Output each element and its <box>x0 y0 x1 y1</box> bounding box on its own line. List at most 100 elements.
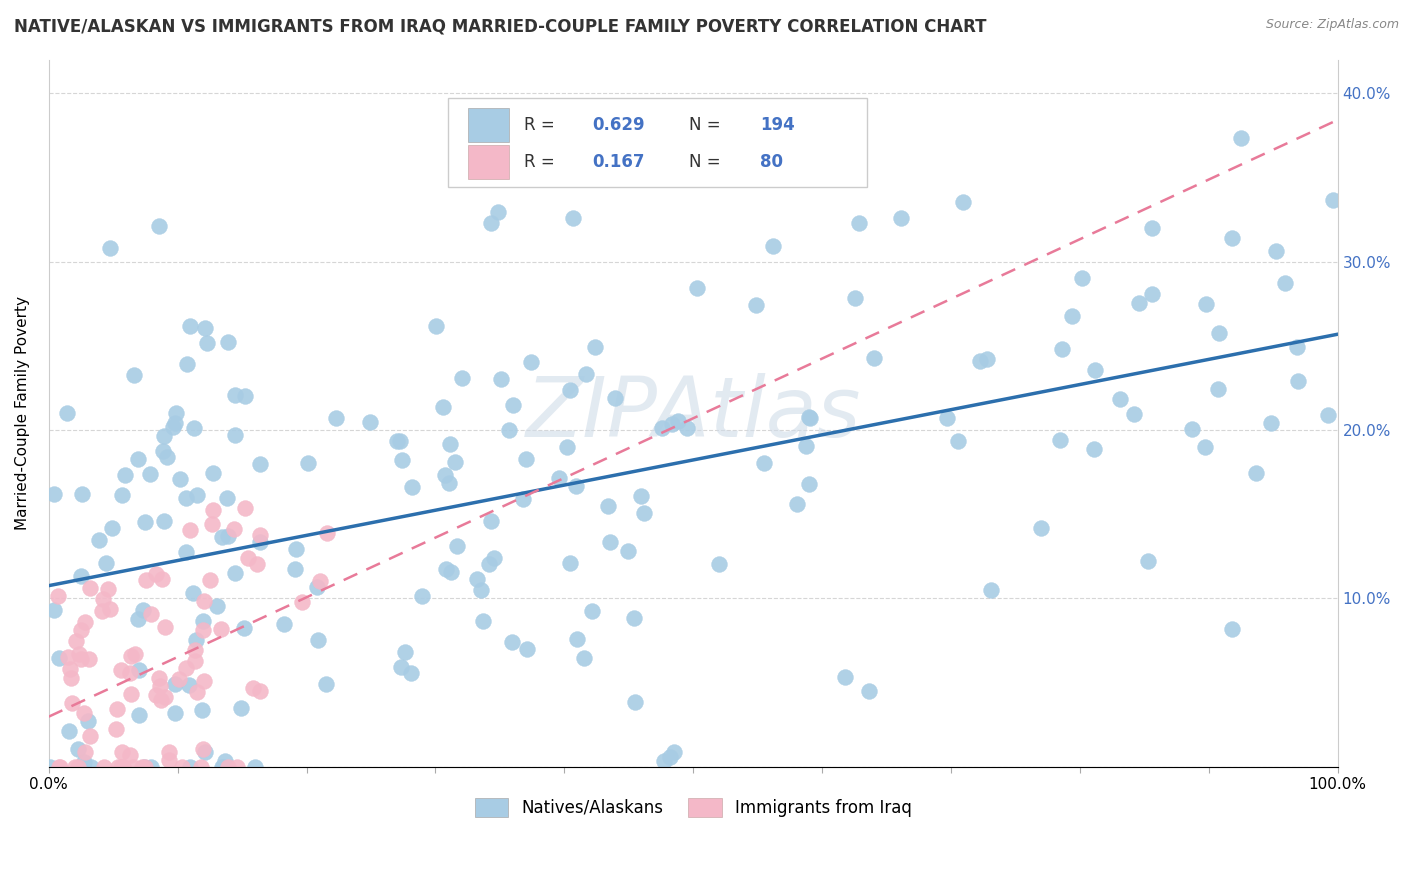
Point <box>575 367 598 381</box>
Point <box>745 298 768 312</box>
Point <box>87 533 110 547</box>
Point <box>451 371 474 385</box>
Point <box>179 759 201 773</box>
Point <box>391 452 413 467</box>
Point <box>224 427 246 442</box>
Point <box>233 389 256 403</box>
Point <box>200 517 222 532</box>
Point <box>77 714 100 728</box>
Point <box>110 759 132 773</box>
Point <box>93 759 115 773</box>
Point <box>307 633 329 648</box>
Point <box>132 603 155 617</box>
Point <box>105 702 128 716</box>
Point <box>796 439 818 453</box>
Point <box>617 544 640 558</box>
Point <box>165 405 187 419</box>
Point <box>652 755 675 769</box>
Point <box>118 747 141 762</box>
Point <box>215 491 238 506</box>
Point <box>190 703 212 717</box>
Point <box>761 239 783 253</box>
Point <box>150 572 173 586</box>
Point <box>401 480 423 494</box>
Point <box>233 621 256 635</box>
Point <box>131 759 153 773</box>
Point <box>969 353 991 368</box>
Point <box>948 434 970 449</box>
Point <box>163 706 186 720</box>
Point <box>481 514 503 528</box>
Point <box>67 647 90 661</box>
Point <box>217 759 239 773</box>
Point <box>110 745 132 759</box>
Point <box>174 491 197 505</box>
Point <box>179 523 201 537</box>
Point <box>633 506 655 520</box>
Point <box>98 602 121 616</box>
Point <box>1220 231 1243 245</box>
Point <box>1181 422 1204 436</box>
Point <box>128 663 150 677</box>
Point <box>862 351 884 366</box>
Point <box>96 556 118 570</box>
Point <box>1108 392 1130 406</box>
Point <box>249 528 271 542</box>
Point <box>1230 131 1253 145</box>
Point <box>1195 297 1218 311</box>
Point <box>249 457 271 471</box>
Point <box>858 683 880 698</box>
Point <box>179 319 201 334</box>
Point <box>148 671 170 685</box>
Point <box>172 759 194 773</box>
Point <box>120 648 142 663</box>
Point <box>111 488 134 502</box>
Point <box>97 582 120 596</box>
Point <box>153 690 176 705</box>
Point <box>70 486 93 500</box>
Point <box>217 529 239 543</box>
Point <box>59 661 82 675</box>
Point <box>157 753 180 767</box>
Point <box>127 612 149 626</box>
Point <box>67 759 90 773</box>
Point <box>548 471 571 485</box>
Point <box>70 569 93 583</box>
Point <box>39 759 62 773</box>
Point <box>1084 363 1107 377</box>
Point <box>1140 220 1163 235</box>
Point <box>560 556 582 570</box>
Point <box>193 674 215 689</box>
Point <box>555 440 578 454</box>
Point <box>471 615 494 629</box>
Point <box>249 683 271 698</box>
Point <box>1128 296 1150 310</box>
Text: N =: N = <box>689 153 727 171</box>
Point <box>786 497 808 511</box>
Point <box>385 434 408 449</box>
Point <box>325 411 347 425</box>
Point <box>1316 408 1339 422</box>
Point <box>186 488 208 502</box>
Point <box>42 487 65 501</box>
Point <box>630 489 652 503</box>
Point <box>444 455 467 469</box>
FancyBboxPatch shape <box>449 98 868 186</box>
Point <box>98 241 121 255</box>
Point <box>465 572 488 586</box>
Point <box>201 466 224 480</box>
Point <box>72 759 94 773</box>
Point <box>66 742 89 756</box>
Point <box>686 281 709 295</box>
Point <box>121 759 143 773</box>
Point <box>65 634 87 648</box>
Point <box>285 541 308 556</box>
Point <box>1071 270 1094 285</box>
Point <box>176 357 198 371</box>
Point <box>359 415 381 429</box>
Point <box>1208 382 1230 396</box>
Point <box>581 604 603 618</box>
Point <box>245 759 267 773</box>
Point <box>1244 466 1267 480</box>
Point <box>666 414 689 428</box>
